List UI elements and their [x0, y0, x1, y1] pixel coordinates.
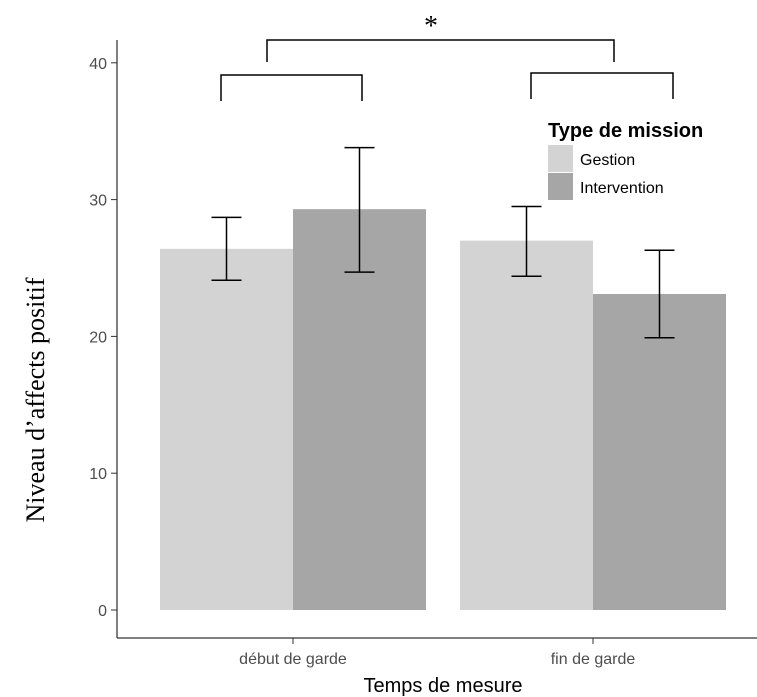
significance-star: *: [424, 11, 438, 42]
bars-layer: [160, 209, 726, 610]
x-axis-title: Temps de mesure: [364, 675, 523, 697]
x-tick-label: fin de garde: [551, 651, 636, 668]
legend-label-intervention: Intervention: [580, 180, 664, 197]
y-tick-label: 10: [89, 466, 107, 483]
bracket-debut: [220, 74, 363, 101]
y-tick-label: 20: [89, 329, 107, 346]
bracket-fin: [530, 72, 674, 99]
error-bars-layer: [211, 146, 675, 339]
y-axis-title: Niveau d’affects positif: [21, 277, 50, 522]
x-tick-label: début de garde: [239, 651, 347, 668]
bar-intervention-1: [593, 293, 726, 610]
y-ticks: 0 10 20 30 40: [89, 56, 117, 620]
significance-brackets: *: [220, 11, 674, 101]
legend: Type de mission Gestion Intervention: [548, 120, 703, 200]
legend-title: Type de mission: [548, 120, 703, 142]
axes: [116, 40, 757, 639]
legend-label-gestion: Gestion: [580, 152, 635, 169]
x-ticks: début de garde fin de garde: [239, 638, 635, 668]
y-tick-label: 40: [89, 56, 107, 73]
y-tick-label: 30: [89, 193, 107, 210]
legend-swatch-gestion: [548, 145, 573, 172]
bar-intervention-0: [293, 209, 426, 610]
bracket-overall: [266, 39, 615, 62]
y-tick-label: 0: [98, 603, 107, 620]
bar-gestion-0: [160, 248, 293, 610]
bar-gestion-1: [460, 240, 593, 610]
legend-swatch-intervention: [548, 173, 573, 200]
